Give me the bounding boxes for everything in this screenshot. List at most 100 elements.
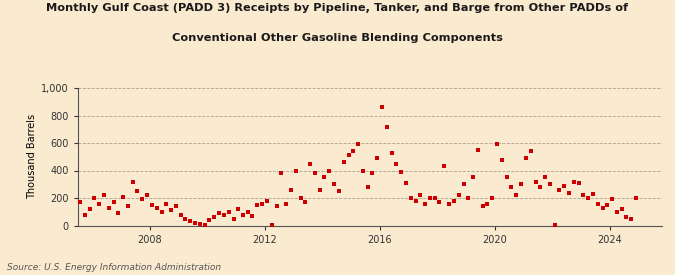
Point (578, 193, 589, 197)
Point (319, 175, 330, 180)
Point (146, 203, 157, 207)
Point (631, 196, 642, 200)
Point (108, 200, 119, 204)
Point (165, 208, 176, 213)
Point (358, 168, 369, 173)
Point (525, 149, 536, 153)
Point (261, 199, 272, 203)
Point (117, 194, 128, 199)
Point (123, 204, 134, 208)
Point (176, 212, 186, 217)
Point (209, 215, 219, 219)
Point (559, 183, 570, 188)
Point (257, 201, 268, 206)
Point (386, 150, 397, 155)
Point (89, 196, 100, 200)
Text: Monthly Gulf Coast (PADD 3) Receipts by Pipeline, Tanker, and Barge from Other P: Monthly Gulf Coast (PADD 3) Receipts by … (47, 3, 628, 13)
Point (434, 200, 445, 204)
Point (113, 211, 124, 215)
Point (564, 190, 574, 195)
Point (597, 205, 608, 210)
Point (128, 179, 138, 184)
Point (545, 182, 556, 186)
Point (439, 164, 450, 169)
Point (60, 223, 71, 227)
Point (415, 193, 426, 197)
Point (171, 204, 182, 208)
Point (477, 204, 488, 208)
Point (271, 204, 282, 208)
Point (238, 212, 248, 217)
Point (84, 207, 95, 211)
Point (329, 182, 340, 186)
Point (444, 201, 455, 206)
Point (626, 216, 637, 221)
Point (535, 185, 545, 189)
Point (80, 212, 90, 217)
Point (142, 193, 153, 197)
Point (448, 199, 459, 203)
Point (588, 192, 599, 196)
Point (506, 185, 517, 189)
Point (94, 201, 105, 206)
Point (161, 201, 171, 206)
Point (137, 197, 148, 202)
Point (310, 171, 321, 175)
Text: Conventional Other Gasoline Blending Components: Conventional Other Gasoline Blending Com… (172, 33, 503, 43)
Point (315, 188, 325, 192)
Point (454, 193, 464, 197)
Point (190, 221, 200, 225)
Point (214, 211, 225, 215)
Point (391, 161, 402, 166)
Point (401, 181, 412, 185)
Point (199, 223, 210, 227)
Point (74, 200, 85, 204)
Point (223, 210, 234, 214)
Point (539, 175, 550, 180)
Point (151, 205, 162, 210)
Point (425, 196, 435, 200)
Point (592, 201, 603, 206)
Point (468, 175, 479, 180)
Point (621, 215, 632, 219)
Point (487, 196, 497, 200)
Point (333, 189, 344, 193)
Point (502, 175, 512, 180)
Point (381, 124, 392, 129)
Point (602, 203, 613, 207)
Point (516, 182, 526, 186)
Point (343, 153, 354, 158)
Point (65, 203, 76, 207)
Point (568, 179, 579, 184)
Point (420, 201, 431, 206)
Point (348, 149, 358, 153)
Point (458, 182, 469, 186)
Point (338, 160, 349, 164)
Point (429, 196, 440, 200)
Point (300, 200, 310, 204)
Point (410, 199, 421, 203)
Point (405, 196, 416, 200)
Point (607, 197, 618, 202)
Point (252, 203, 263, 207)
Point (511, 193, 522, 197)
Point (530, 179, 541, 184)
Point (70, 210, 81, 214)
Point (497, 157, 508, 162)
Point (281, 201, 292, 206)
Point (185, 219, 196, 224)
Point (295, 196, 306, 200)
Point (583, 196, 593, 200)
Point (267, 223, 277, 227)
Point (304, 161, 315, 166)
Point (324, 168, 335, 173)
Point (242, 210, 253, 214)
Point (554, 188, 565, 192)
Point (156, 210, 167, 214)
Point (549, 223, 560, 227)
Point (491, 142, 502, 147)
Point (482, 201, 493, 206)
Point (204, 218, 215, 222)
Point (247, 214, 258, 218)
Point (612, 210, 622, 214)
